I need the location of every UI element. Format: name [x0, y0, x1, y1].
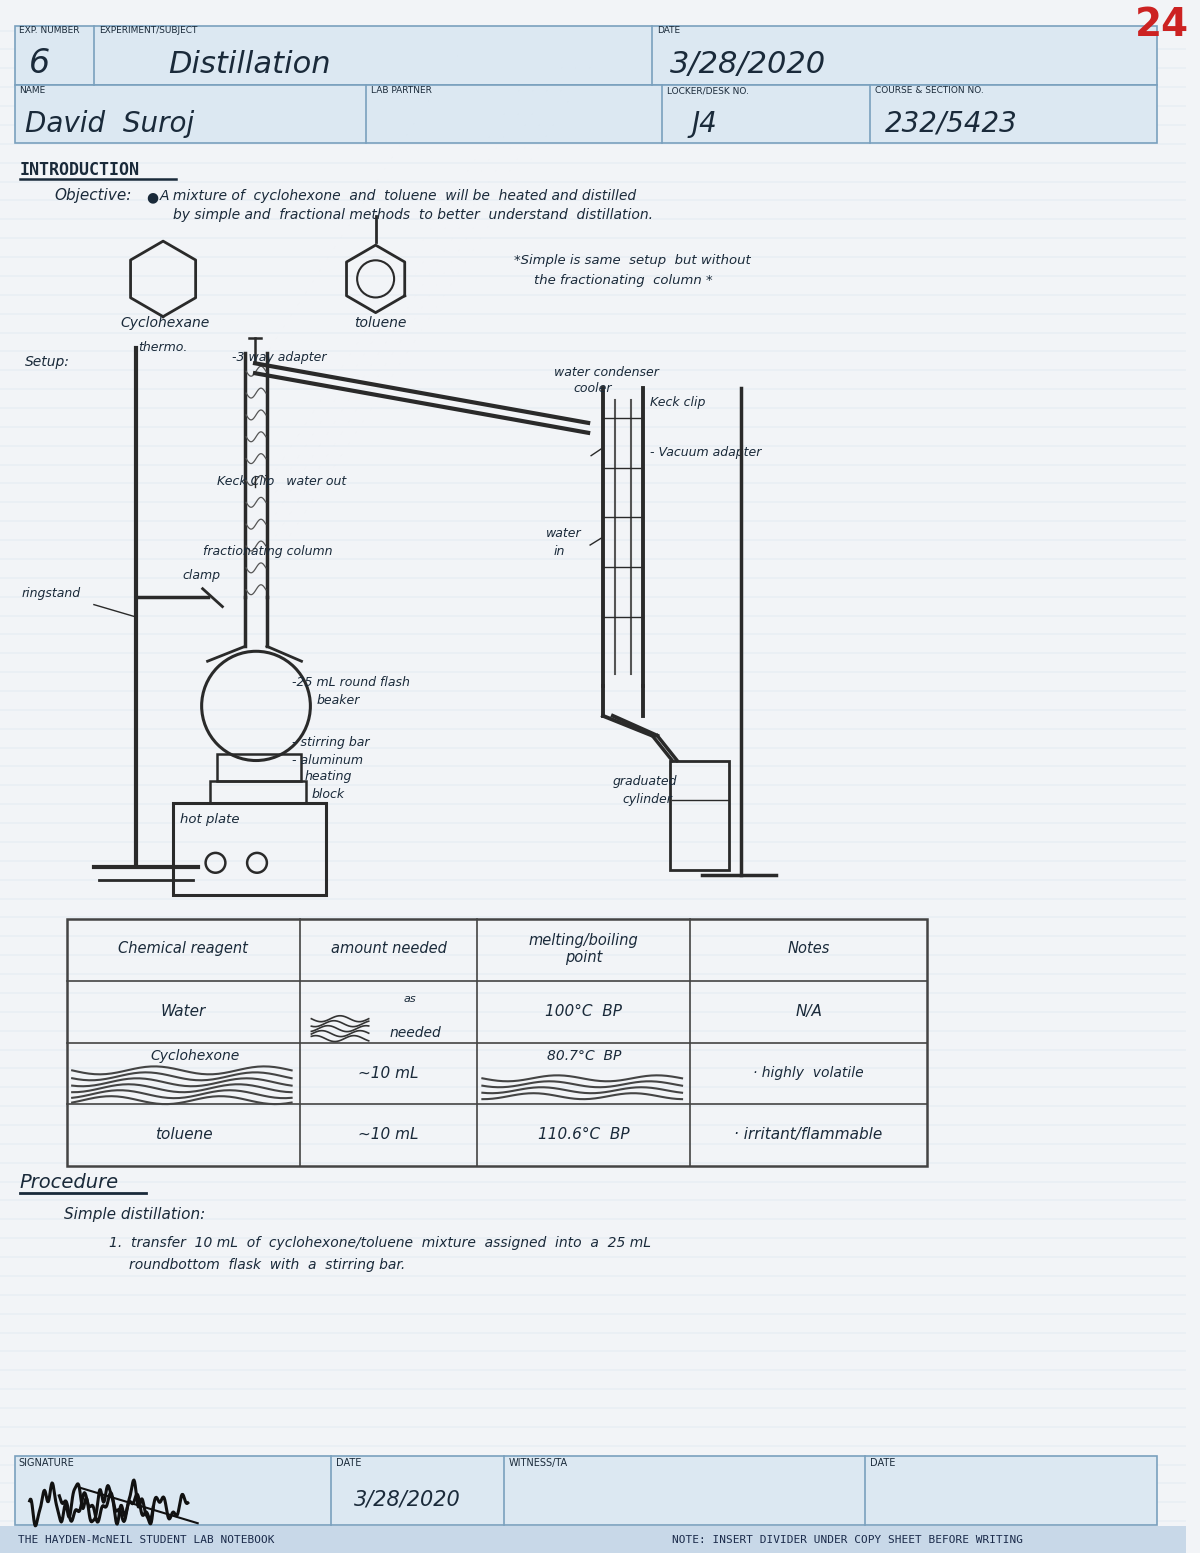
Text: 80.7°C  BP: 80.7°C BP [546, 1050, 620, 1064]
Text: - aluminum: - aluminum [292, 753, 362, 767]
Text: toluene: toluene [155, 1127, 212, 1143]
Text: block: block [311, 789, 344, 801]
Text: Procedure: Procedure [19, 1173, 119, 1191]
Text: cylinder: cylinder [623, 794, 673, 806]
Text: amount needed: amount needed [330, 941, 446, 957]
Text: 3/28/2020: 3/28/2020 [670, 50, 827, 79]
Text: DATE: DATE [870, 1458, 895, 1468]
Text: 1.  transfer  10 mL  of  cyclohexone/toluene  mixture  assigned  into  a  25 mL: 1. transfer 10 mL of cyclohexone/toluene… [109, 1236, 650, 1250]
Bar [14, 1455, 1157, 1525]
Bar [173, 803, 326, 895]
Text: graduated: graduated [613, 775, 677, 789]
Text: J4: J4 [692, 110, 718, 138]
Text: Cyclohexane: Cyclohexane [120, 315, 210, 329]
Text: DATE: DATE [336, 1458, 361, 1468]
Text: water: water [546, 526, 581, 540]
Text: clamp: clamp [182, 568, 221, 582]
Text: 110.6°C  BP: 110.6°C BP [538, 1127, 630, 1143]
Text: DATE: DATE [658, 25, 680, 34]
Bar [0, 1527, 1186, 1553]
Text: A mixture of  cyclohexone  and  toluene  will be  heated and distilled: A mixture of cyclohexone and toluene wil… [160, 189, 637, 203]
Bar [14, 85, 1157, 143]
Text: · irritant/flammable: · irritant/flammable [734, 1127, 883, 1143]
Text: ~10 mL: ~10 mL [359, 1065, 419, 1081]
Text: Chemical reagent: Chemical reagent [119, 941, 248, 957]
Text: LAB PARTNER: LAB PARTNER [371, 85, 432, 95]
Bar [217, 753, 301, 781]
Text: -3 way adapter: -3 way adapter [233, 351, 326, 365]
Text: ringstand: ringstand [22, 587, 80, 599]
Text: EXP. NUMBER: EXP. NUMBER [19, 25, 79, 34]
Text: ●: ● [146, 191, 158, 205]
Text: SIGNATURE: SIGNATURE [19, 1458, 74, 1468]
Bar [14, 26, 1157, 85]
Text: Objective:: Objective: [54, 188, 132, 203]
Bar [210, 781, 306, 803]
Text: Setup:: Setup: [25, 356, 70, 370]
Text: heating: heating [305, 770, 352, 783]
Text: · highly  volatile: · highly volatile [754, 1067, 864, 1081]
Text: N/A: N/A [796, 1005, 822, 1019]
Text: Notes: Notes [787, 941, 829, 957]
Text: fractionating column: fractionating column [203, 545, 332, 558]
Text: beaker: beaker [317, 694, 360, 707]
Text: Water: Water [161, 1005, 206, 1019]
Bar [67, 919, 928, 1166]
Text: 3/28/2020: 3/28/2020 [354, 1489, 461, 1510]
Text: - stirring bar: - stirring bar [292, 736, 370, 749]
Text: INTRODUCTION: INTRODUCTION [19, 160, 139, 179]
Bar [670, 761, 730, 870]
Text: 100°C  BP: 100°C BP [545, 1005, 622, 1019]
Text: Keck clip: Keck clip [650, 396, 706, 408]
Text: - Vacuum adapter: - Vacuum adapter [650, 446, 762, 458]
Text: 24: 24 [1135, 6, 1189, 43]
Text: in: in [553, 545, 565, 558]
Text: Simple distillation:: Simple distillation: [65, 1207, 205, 1222]
Text: NOTE: INSERT DIVIDER UNDER COPY SHEET BEFORE WRITING: NOTE: INSERT DIVIDER UNDER COPY SHEET BE… [672, 1534, 1024, 1545]
Text: cooler: cooler [574, 382, 612, 394]
Text: the fractionating  column *: the fractionating column * [534, 273, 713, 287]
Text: roundbottom  flask  with  a  stirring bar.: roundbottom flask with a stirring bar. [128, 1258, 404, 1272]
Text: hot plate: hot plate [180, 814, 240, 826]
Text: as: as [403, 994, 416, 1003]
Text: needed: needed [389, 1025, 442, 1039]
Text: Distillation: Distillation [168, 50, 331, 79]
Text: 232/5423: 232/5423 [884, 110, 1018, 138]
Text: Keck Clip   water out: Keck Clip water out [217, 475, 347, 489]
Text: THE HAYDEN-McNEIL STUDENT LAB NOTEBOOK: THE HAYDEN-McNEIL STUDENT LAB NOTEBOOK [18, 1534, 275, 1545]
Text: thermo.: thermo. [138, 342, 187, 354]
Text: Cyclohexone: Cyclohexone [150, 1050, 240, 1064]
Text: melting/boiling
point: melting/boiling point [529, 933, 638, 964]
Text: COURSE & SECTION NO.: COURSE & SECTION NO. [875, 85, 984, 95]
Text: toluene: toluene [354, 315, 407, 329]
Text: David  Suroj: David Suroj [25, 110, 194, 138]
Text: LOCKER/DESK NO.: LOCKER/DESK NO. [667, 85, 749, 95]
Text: water condenser: water condenser [553, 367, 659, 379]
Text: WITNESS/TA: WITNESS/TA [509, 1458, 568, 1468]
Text: 6: 6 [29, 47, 50, 81]
Text: -25 mL round flash: -25 mL round flash [292, 676, 409, 690]
Text: by simple and  fractional methods  to better  understand  distillation.: by simple and fractional methods to bett… [173, 208, 653, 222]
Text: *Simple is same  setup  but without: *Simple is same setup but without [514, 255, 751, 267]
Text: EXPERIMENT/SUBJECT: EXPERIMENT/SUBJECT [98, 25, 197, 34]
Text: ~10 mL: ~10 mL [359, 1127, 419, 1143]
Text: NAME: NAME [19, 85, 46, 95]
